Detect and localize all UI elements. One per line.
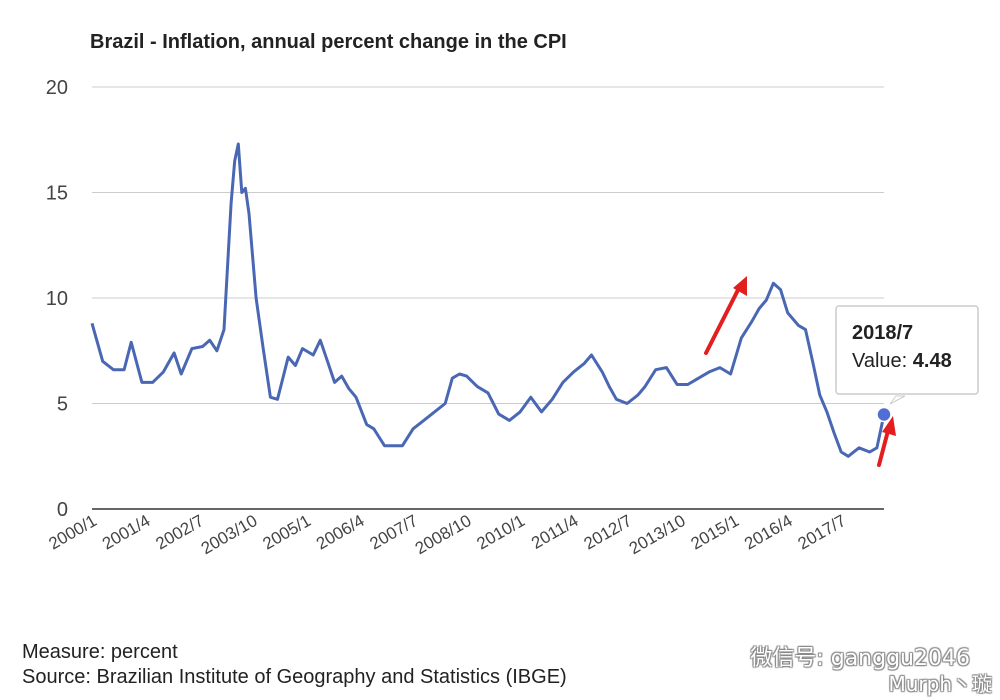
tooltip-box — [835, 305, 979, 395]
x-tick-label: 2016/4 — [741, 511, 796, 553]
x-tick-label: 2006/4 — [313, 511, 368, 553]
source-note: Source: Brazilian Institute of Geography… — [22, 666, 567, 688]
x-tick-label: 2017/7 — [795, 511, 850, 553]
measure-note: Measure: percent — [22, 641, 178, 663]
weibo-watermark: Murph丶璇 — [888, 672, 992, 696]
annotation-arrow-rise — [704, 276, 747, 355]
tooltip-value: 4.48 — [913, 350, 952, 372]
data-point-last[interactable] — [876, 406, 892, 423]
x-axis-ticks: 2000/12001/42002/72003/102005/12006/4200… — [45, 511, 849, 558]
x-tick-label: 2003/10 — [198, 511, 261, 558]
annotation-arrow-recent — [877, 416, 896, 467]
tooltip-value-row: Value: 4.48 — [852, 350, 952, 372]
x-tick-label: 2002/7 — [152, 511, 207, 553]
x-tick-label: 2012/7 — [581, 511, 636, 553]
x-tick-label: 2005/1 — [260, 511, 315, 553]
x-tick-label: 2007/7 — [367, 511, 422, 553]
grid-lines — [92, 86, 884, 510]
x-tick-label: 2000/1 — [45, 511, 100, 553]
y-tick-label: 20 — [46, 77, 68, 99]
x-tick-label: 2001/4 — [99, 511, 154, 553]
x-tick-label: 2011/4 — [528, 511, 581, 553]
x-tick-label: 2010/1 — [474, 511, 529, 553]
y-tick-label: 15 — [46, 183, 68, 205]
x-tick-label: 2013/10 — [626, 511, 689, 558]
x-tick-label: 2015/1 — [688, 511, 743, 553]
wechat-watermark: 微信号: ganggu2046 — [750, 646, 970, 671]
y-tick-label: 0 — [57, 499, 68, 521]
tooltip-date: 2018/7 — [852, 322, 913, 344]
series-line-cpi — [90, 142, 886, 458]
y-tick-label: 10 — [46, 288, 68, 310]
value-tooltip: 2018/7 Value: 4.48 — [835, 305, 979, 405]
chart-title: Brazil - Inflation, annual percent chang… — [90, 31, 567, 53]
tooltip-value-label: Value: — [852, 350, 913, 372]
x-tick-label: 2008/10 — [412, 511, 475, 558]
y-tick-label: 5 — [57, 394, 68, 416]
y-axis-ticks: 0 5 10 15 20 — [46, 77, 68, 521]
